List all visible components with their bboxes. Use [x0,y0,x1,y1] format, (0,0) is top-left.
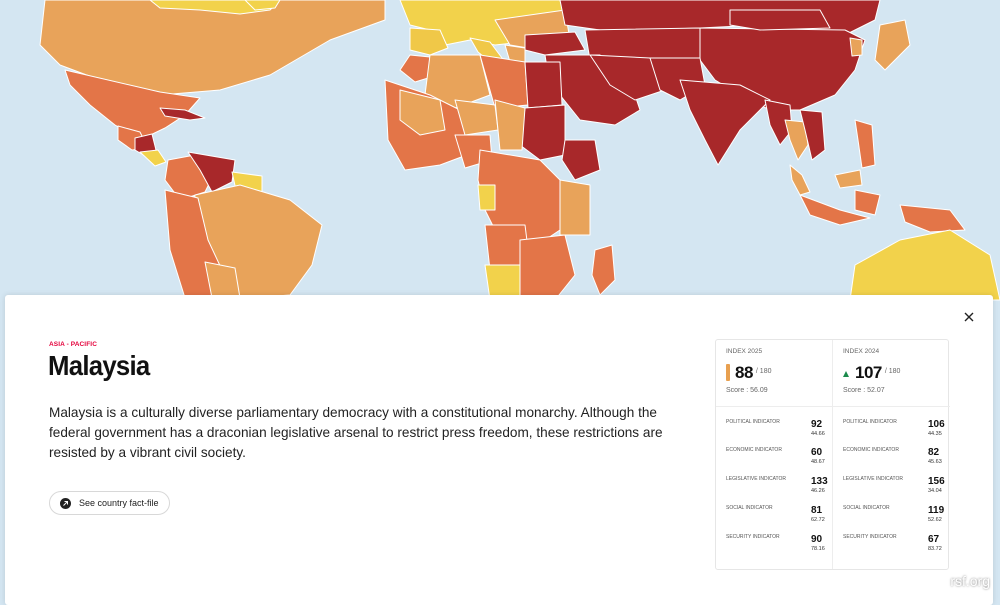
factfile-label: See country fact-file [79,498,159,508]
indicator-political: POLITICAL INDICATOR 106 44.35 [843,419,943,443]
indicator-rank: 106 [928,419,945,430]
country-description: Malaysia is a culturally diverse parliam… [49,403,679,462]
country-gabon[interactable] [478,185,495,210]
country-panel: ASIA - PACIFIC Malaysia Malaysia is a cu… [5,295,993,605]
indicator-score: 44.35 [928,431,942,437]
region-label: ASIA - PACIFIC [49,341,97,348]
index-previous-rank: 107 / 180 [843,361,900,383]
indicator-label: SOCIAL INDICATOR [843,505,903,512]
close-icon[interactable] [961,309,977,325]
country-turkey[interactable] [525,32,585,55]
indicator-security: SECURITY INDICATOR 67 83.72 [843,534,943,558]
indicator-rank: 82 [928,447,939,458]
indicator-label: SECURITY INDICATOR [843,534,903,541]
indicator-label: SOCIAL INDICATOR [726,505,786,512]
indicator-label: POLITICAL INDICATOR [843,419,903,426]
up-arrow-icon [843,371,849,377]
index-previous-column: INDEX 2024 107 / 180 Score : 52.07 POLIT… [833,340,949,569]
indicator-label: ECONOMIC INDICATOR [726,447,786,454]
indicator-score: 78.16 [811,546,825,552]
index-current-label: INDEX 2025 [726,348,762,355]
indicator-score: 44.66 [811,431,825,437]
indicator-score: 46.26 [811,488,825,494]
indicator-rank: 156 [928,476,945,487]
indicator-social: SOCIAL INDICATOR 81 62.72 [726,505,826,529]
index-current-rank: 88 / 180 [726,361,772,383]
index-card: INDEX 2025 88 / 180 Score : 56.09 POLITI… [715,339,949,570]
country-egypt[interactable] [525,62,562,108]
rank-number: 88 [735,363,753,383]
indicator-score: 45.63 [928,459,942,465]
index-previous-score: Score : 52.07 [843,387,885,394]
index-previous-label: INDEX 2024 [843,348,879,355]
indicator-rank: 92 [811,419,822,430]
indicator-score: 83.72 [928,546,942,552]
indicator-label: SECURITY INDICATOR [726,534,786,541]
indicator-rank: 60 [811,447,822,458]
indicator-political: POLITICAL INDICATOR 92 44.66 [726,419,826,443]
indicator-economic: ECONOMIC INDICATOR 82 45.63 [843,447,943,471]
indicator-rank: 81 [811,505,822,516]
indicator-label: LEGISLATIVE INDICATOR [843,476,903,483]
index-current-score: Score : 56.09 [726,387,768,394]
indicator-label: ECONOMIC INDICATOR [843,447,903,454]
rank-total: / 180 [885,368,901,375]
country-chad[interactable] [495,100,525,150]
indicator-legislative: LEGISLATIVE INDICATOR 133 46.26 [726,476,826,500]
indicator-legislative: LEGISLATIVE INDICATOR 156 34.04 [843,476,943,500]
rank-number: 107 [855,363,882,383]
indicator-score: 48.67 [811,459,825,465]
country-title: Malaysia [48,350,150,382]
watermark: rsf.org [950,573,990,589]
indicator-label: LEGISLATIVE INDICATOR [726,476,786,483]
indicator-social: SOCIAL INDICATOR 119 52.62 [843,505,943,529]
arrow-circle-icon [60,498,71,509]
indicator-score: 34.04 [928,488,942,494]
indicator-rank: 90 [811,534,822,545]
indicator-label: POLITICAL INDICATOR [726,419,786,426]
indicator-economic: ECONOMIC INDICATOR 60 48.67 [726,447,826,471]
rank-color-bar [726,364,730,381]
indicator-rank: 119 [928,505,944,516]
indicator-rank: 133 [811,476,828,487]
country-south-korea[interactable] [850,38,862,56]
index-current-column: INDEX 2025 88 / 180 Score : 56.09 POLITI… [716,340,832,569]
country-tanzania-kenya[interactable] [560,180,590,235]
indicator-security: SECURITY INDICATOR 90 78.16 [726,534,826,558]
country-factfile-button[interactable]: See country fact-file [49,491,170,515]
indicator-score: 52.62 [928,517,942,523]
country-mongolia[interactable] [730,10,830,30]
indicator-score: 62.72 [811,517,825,523]
rank-total: / 180 [756,368,772,375]
indicator-rank: 67 [928,534,939,545]
